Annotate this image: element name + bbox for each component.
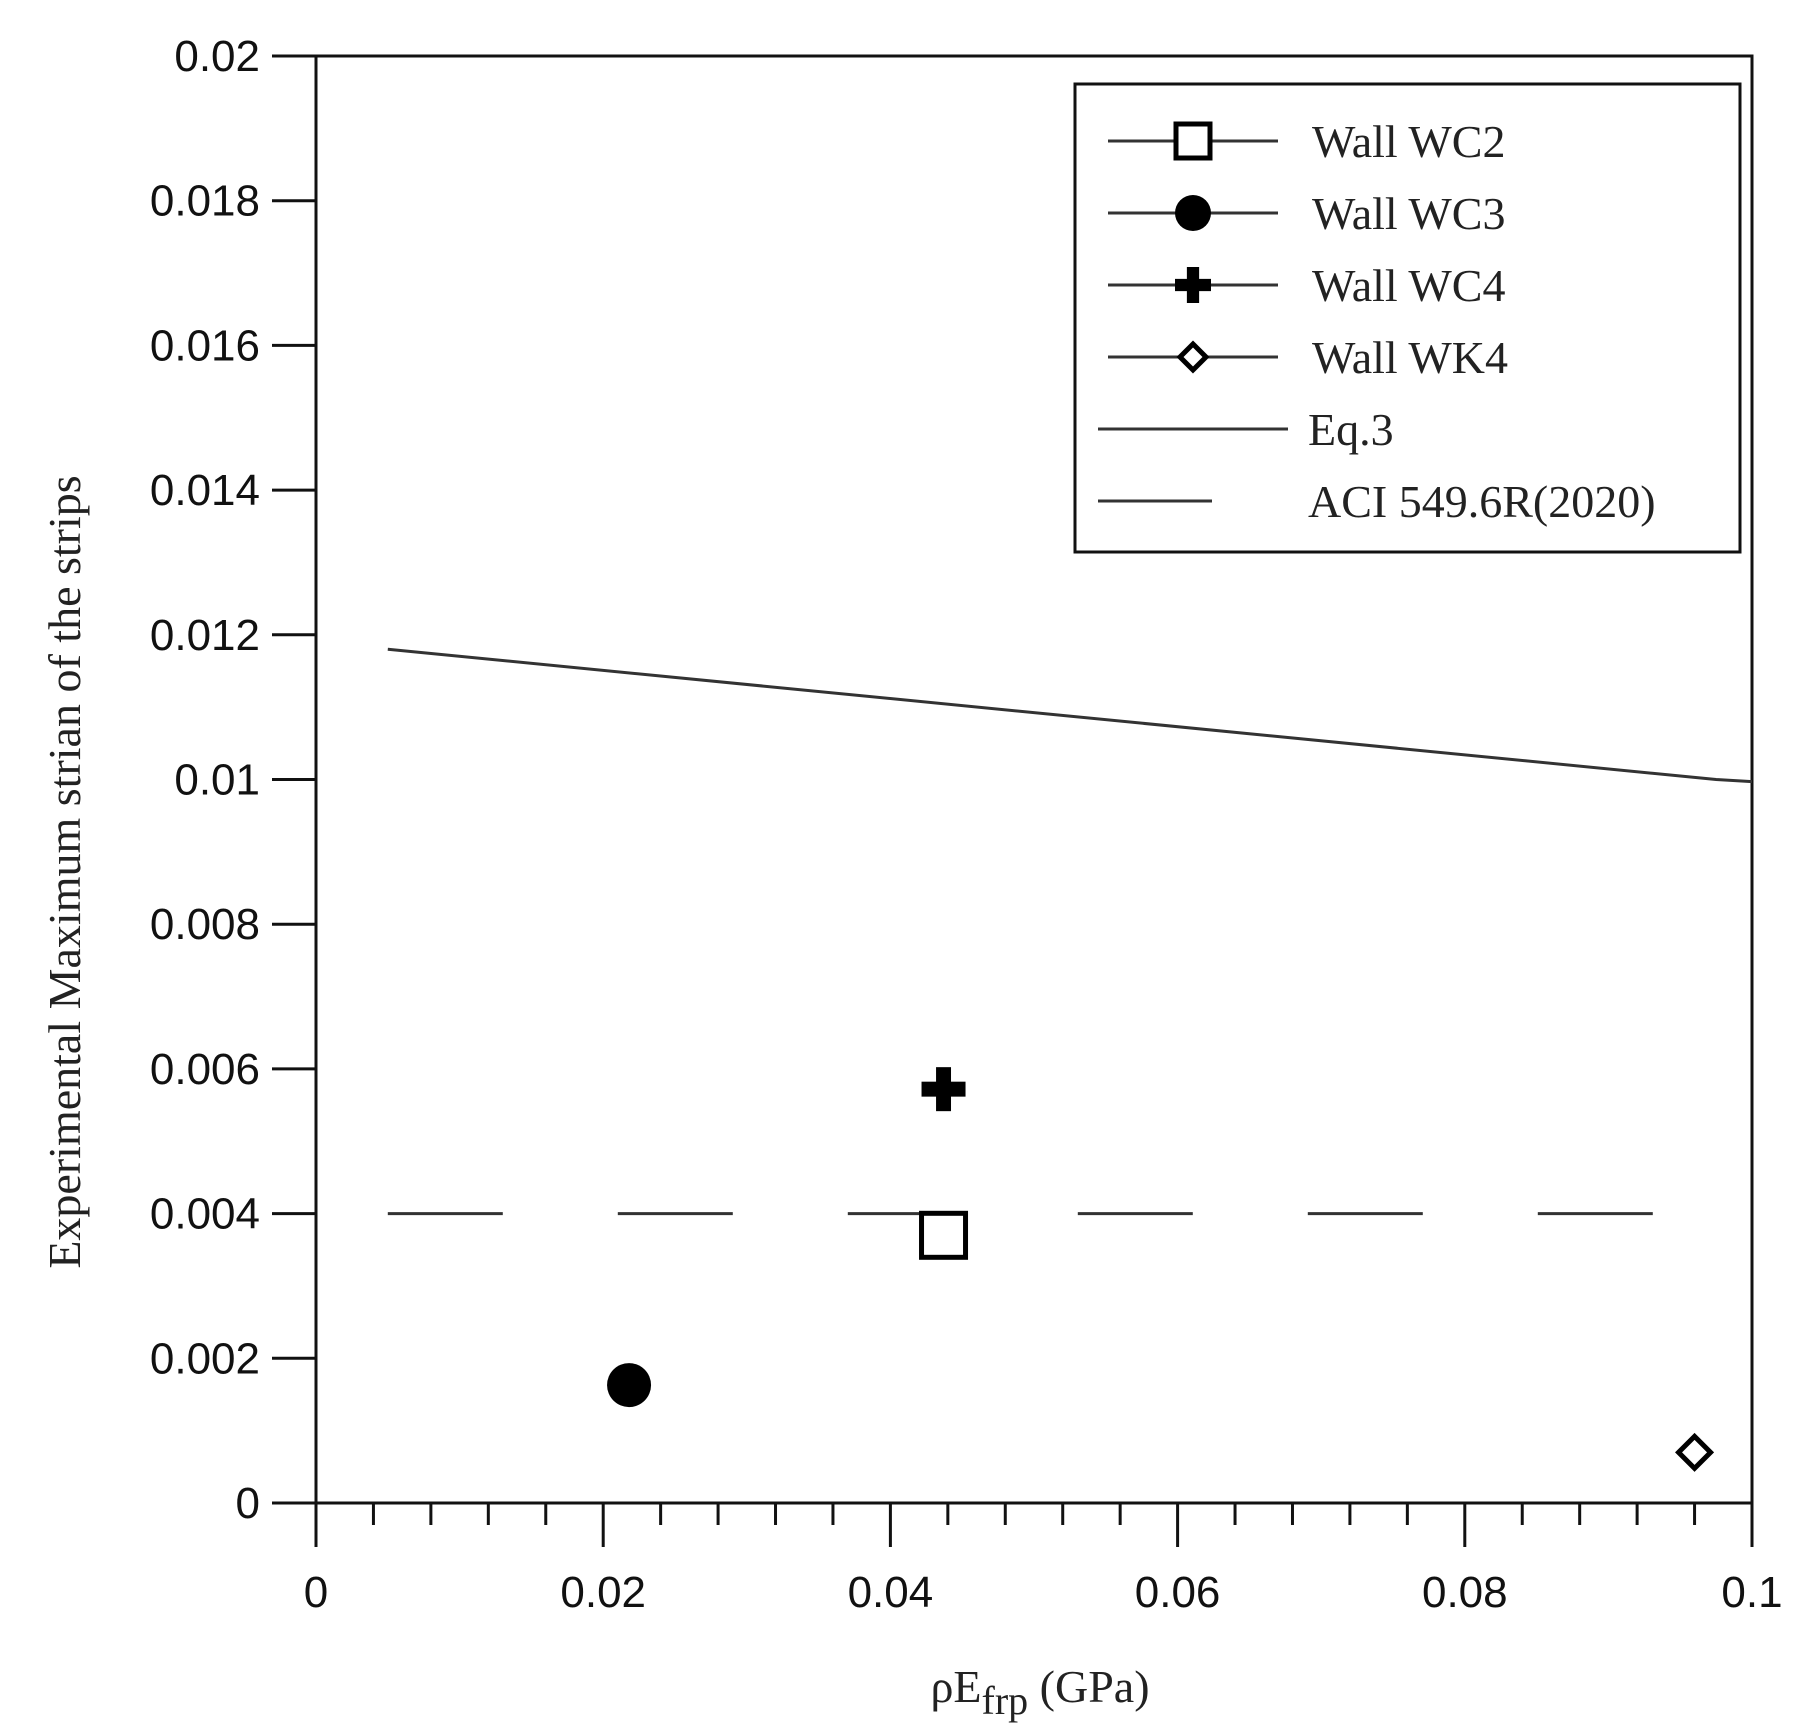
x-axis-title-unit: (GPa) (1028, 1661, 1149, 1712)
y-axis-title: Experimental Maximum strian of the strip… (39, 475, 90, 1268)
y-tick-label: 0.008 (150, 900, 260, 949)
point-wall-wk4 (1679, 1436, 1711, 1468)
data-points (607, 1067, 1711, 1468)
legend-label-wall-wc2: Wall WC2 (1312, 116, 1505, 167)
x-tick-label: 0 (304, 1568, 328, 1617)
y-tick-label: 0.012 (150, 611, 260, 660)
x-tick-label: 0.04 (848, 1568, 934, 1617)
eq3-line (388, 649, 1752, 781)
x-tick-label: 0.08 (1422, 1568, 1508, 1617)
legend-label-wall-wk4: Wall WK4 (1312, 332, 1508, 383)
legend-label-wall-wc3: Wall WC3 (1312, 188, 1505, 239)
y-tick-label: 0.006 (150, 1045, 260, 1094)
reference-lines (388, 649, 1752, 1213)
x-tick-label: 0.1 (1721, 1568, 1782, 1617)
point-wall-wc2 (922, 1213, 966, 1257)
y-tick-label: 0.02 (174, 32, 260, 81)
legend-label-eq-3: Eq.3 (1308, 404, 1394, 455)
legend-label-aci-549-6r-2020: ACI 549.6R(2020) (1308, 476, 1656, 527)
y-tick-label: 0.014 (150, 466, 260, 515)
point-wall-wc3 (607, 1363, 651, 1407)
legend-marker-wall-wc3 (1175, 195, 1211, 231)
y-tick-label: 0 (236, 1479, 260, 1528)
y-tick-label: 0.01 (174, 756, 260, 805)
legend-marker-wall-wc2 (1176, 124, 1210, 158)
legend: Wall WC2 Wall WC3 Wall WC4 Wall WK4 Eq.3 ACI … (1075, 84, 1740, 552)
y-tick-label: 0.016 (150, 321, 260, 370)
x-axis-title-main: ρE (930, 1661, 981, 1712)
legend-label-wall-wc4: Wall WC4 (1312, 260, 1505, 311)
y-tick-label: 0.018 (150, 177, 260, 226)
y-tick-label: 0.004 (150, 1190, 260, 1239)
x-axis-title: ρEfrp (GPa) (930, 1661, 1149, 1723)
x-axis-title-subscript: frp (982, 1678, 1029, 1723)
x-tick-label: 0.02 (560, 1568, 646, 1617)
x-tick-label: 0.06 (1135, 1568, 1221, 1617)
point-wall-wc4 (922, 1067, 966, 1111)
y-tick-label: 0.002 (150, 1334, 260, 1383)
